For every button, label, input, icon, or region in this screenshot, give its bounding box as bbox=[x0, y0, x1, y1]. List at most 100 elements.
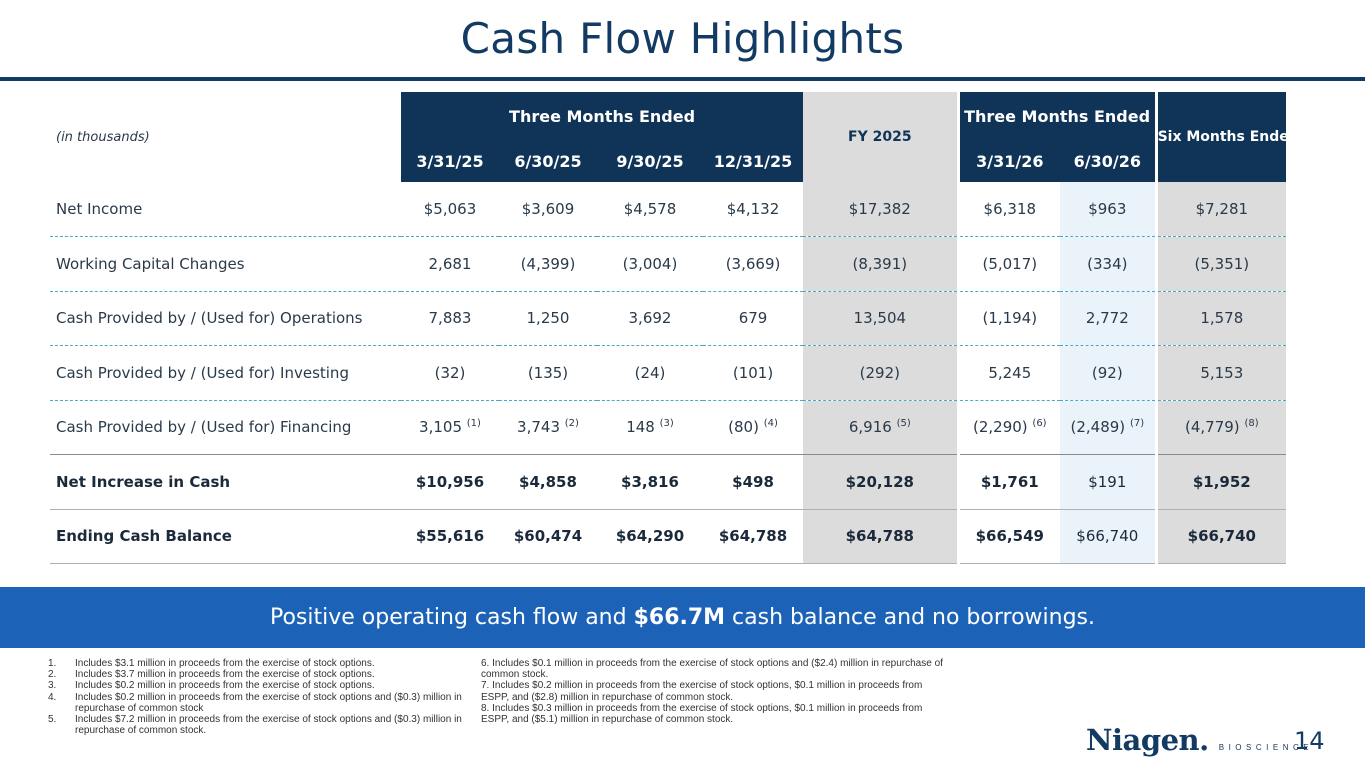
cell-value: 2,772 bbox=[1085, 309, 1129, 328]
table-cell: $60,474 bbox=[499, 509, 597, 564]
period-header: 3/31/26 bbox=[956, 140, 1061, 182]
cell-value: 3,105 bbox=[419, 418, 462, 437]
footnote-ref: (1) bbox=[466, 418, 481, 430]
footnote-text: Includes $7.2 million in proceeds from t… bbox=[75, 714, 462, 737]
table-cell: $4,132 bbox=[703, 182, 804, 237]
footnote-item: 1. Includes $3.1 million in proceeds from… bbox=[48, 658, 478, 669]
table-cell: 13,504 bbox=[803, 291, 959, 346]
table-cell: (80) (4) bbox=[703, 400, 804, 455]
table-cell: $498 bbox=[703, 454, 804, 510]
footnote-text: Includes $0.2 million in proceeds from t… bbox=[75, 691, 462, 714]
footnote-text: Includes $3.1 million in proceeds from t… bbox=[75, 658, 375, 669]
table-row: Cash Provided by / (Used for) Financing 3… bbox=[50, 400, 1287, 455]
table-row: Working Capital Changes 2,681 (4,399) (3,00… bbox=[50, 236, 1287, 292]
highlight-banner: Positive operating cash flow and $66.7M … bbox=[0, 587, 1365, 648]
cell-value: $20,128 bbox=[845, 472, 914, 491]
logo-wordmark: Niagen. bbox=[1086, 723, 1209, 757]
cell-value: $963 bbox=[1088, 200, 1127, 218]
table-cell: 7,883 bbox=[401, 291, 499, 346]
cell-value: $60,474 bbox=[513, 527, 583, 546]
cell-value: $3,816 bbox=[621, 472, 679, 491]
cash-flow-table: (in thousands) Three Months Ended FY 202… bbox=[50, 92, 1287, 564]
cell-value: (2,290) bbox=[972, 418, 1028, 437]
table-cell: $64,788 bbox=[703, 509, 804, 564]
footnote-ref: (5) bbox=[896, 418, 911, 430]
table-cell: $64,290 bbox=[597, 509, 703, 564]
cell-value: $3,609 bbox=[521, 200, 575, 218]
table-cell: $55,616 bbox=[401, 509, 499, 564]
cell-value: $64,290 bbox=[615, 527, 685, 546]
table-cell: $4,578 bbox=[597, 182, 703, 237]
cell-value: $55,616 bbox=[415, 527, 485, 546]
table-cell: $6,318 bbox=[956, 182, 1061, 237]
table-cell: (92) bbox=[1060, 345, 1157, 401]
table-cell: $17,382 bbox=[803, 182, 959, 237]
table-cell: $3,816 bbox=[597, 454, 703, 510]
cell-value: (101) bbox=[732, 363, 774, 382]
table-cell: 3,105 (1) bbox=[401, 400, 499, 455]
footnote-text: Includes $0.2 million in proceeds from t… bbox=[75, 680, 375, 692]
footnote-ref: (2) bbox=[564, 418, 579, 430]
table-cell: $4,858 bbox=[499, 454, 597, 510]
page-title: Cash Flow Highlights bbox=[460, 14, 905, 63]
footnote-item: 3. Includes $0.2 million in proceeds from… bbox=[48, 680, 478, 691]
footnote-item: 2. Includes $3.7 million in proceeds from… bbox=[48, 669, 478, 680]
footnote-ref: (4) bbox=[763, 418, 778, 430]
row-label: Ending Cash Balance bbox=[50, 509, 401, 564]
table-cell: (101) bbox=[703, 345, 804, 401]
cell-value: 1,578 bbox=[1200, 309, 1244, 328]
table-cell: 2,772 bbox=[1060, 291, 1157, 346]
table-cell: 3,692 bbox=[597, 291, 703, 346]
footnotes-left: 1. Includes $3.1 million in proceeds from… bbox=[48, 658, 478, 736]
cell-value: 148 bbox=[626, 418, 655, 437]
cell-value: 5,153 bbox=[1200, 363, 1244, 382]
footnote-ref: (3) bbox=[659, 418, 674, 430]
period-header: 9/30/25 bbox=[597, 140, 703, 182]
footnote-number: 1. bbox=[48, 658, 57, 669]
row-label: Working Capital Changes bbox=[50, 236, 401, 292]
cell-value: (5,351) bbox=[1194, 254, 1250, 273]
table-cell: (3,004) bbox=[597, 236, 703, 292]
footnotes-right: 6. Includes $0.1 million in proceeds fro… bbox=[481, 658, 951, 725]
period-header: 3/31/25 bbox=[401, 140, 499, 182]
table-cell: (292) bbox=[803, 345, 959, 401]
cell-value: (5,017) bbox=[982, 254, 1038, 273]
table-cell: $1,761 bbox=[956, 454, 1061, 510]
row-label: Cash Provided by / (Used for) Operations bbox=[50, 291, 401, 346]
header-six-months: Six Months Ended June 30, 2026 bbox=[1154, 92, 1287, 182]
cell-value: $66,549 bbox=[975, 527, 1044, 546]
table-cell: 148 (3) bbox=[597, 400, 703, 455]
footnote-number: 5. bbox=[48, 714, 57, 726]
cell-value: 3,743 bbox=[517, 418, 560, 437]
footnote-item: 5. Includes $7.2 million in proceeds from… bbox=[48, 714, 478, 736]
table-cell: $7,281 bbox=[1154, 182, 1287, 237]
footnote-number: 3. bbox=[48, 680, 57, 692]
table-cell: 5,153 bbox=[1154, 345, 1287, 401]
footnote-item: 8. Includes $0.3 million in proceeds fro… bbox=[481, 702, 923, 726]
footnote-ref: (6) bbox=[1032, 418, 1047, 430]
table-cell: 679 bbox=[703, 291, 804, 346]
cell-value: (334) bbox=[1087, 254, 1128, 273]
row-label: Cash Provided by / (Used for) Investing bbox=[50, 345, 401, 401]
cell-value: $191 bbox=[1088, 472, 1127, 491]
group-header-three-months-2026: Three Months Ended bbox=[956, 92, 1157, 140]
cell-value: $5,063 bbox=[423, 200, 477, 218]
table-cell: $66,740 bbox=[1154, 509, 1287, 564]
cell-value: 7,883 bbox=[428, 309, 472, 328]
row-label: Net Income bbox=[50, 182, 401, 237]
cell-value: $10,956 bbox=[415, 472, 485, 491]
table-cell: $3,609 bbox=[499, 182, 597, 237]
cell-value: 6,916 bbox=[848, 418, 892, 437]
period-header: 6/30/25 bbox=[499, 140, 597, 182]
header-fy-2025: FY 2025 bbox=[803, 92, 959, 182]
cell-value: 679 bbox=[738, 309, 768, 328]
table-cell: $66,549 bbox=[956, 509, 1061, 564]
table-cell: (4,779) (8) bbox=[1154, 400, 1287, 455]
group-header-three-months-2025: Three Months Ended bbox=[401, 92, 804, 140]
table-cell: (8,391) bbox=[803, 236, 959, 292]
cell-value: (24) bbox=[634, 363, 666, 382]
table-cell: 1,250 bbox=[499, 291, 597, 346]
cell-value: 13,504 bbox=[853, 309, 907, 328]
footnote-number: 4. bbox=[48, 691, 57, 703]
cell-value: $1,952 bbox=[1192, 472, 1251, 491]
